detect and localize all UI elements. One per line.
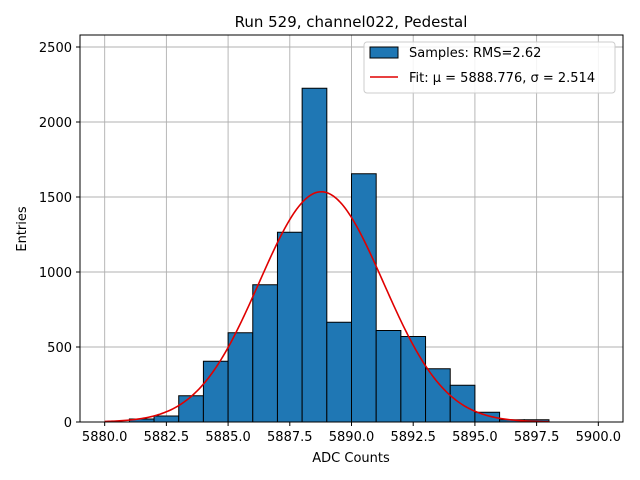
chart-title: Run 529, channel022, Pedestal [235, 13, 468, 31]
y-tick-label: 2000 [39, 116, 72, 131]
y-axis-label: Entries [15, 206, 30, 252]
fit-curve [104, 190, 549, 423]
x-tick-label: 5892.5 [390, 430, 436, 445]
x-tick-label: 5897.5 [514, 430, 560, 445]
histogram-bar [425, 368, 451, 423]
x-tick-label: 5900.0 [576, 430, 622, 445]
x-axis-label: ADC Counts [312, 451, 390, 466]
legend-samples-swatch [369, 46, 399, 59]
x-tick-label: 5880.0 [82, 430, 128, 445]
histogram-bars [128, 87, 550, 423]
histogram-bar [227, 332, 254, 423]
x-tick-label: 5887.5 [267, 430, 313, 445]
histogram-bar [153, 415, 180, 423]
y-tick-label: 0 [64, 416, 72, 431]
y-axis-ticks: 0 500 1000 1500 2000 2500 [39, 41, 80, 431]
y-tick-label: 500 [47, 341, 72, 356]
legend: Samples: RMS=2.62 Fit: μ = 5888.776, σ =… [363, 41, 616, 94]
y-tick-label: 1000 [39, 266, 72, 281]
x-tick-label: 5882.5 [144, 430, 190, 445]
x-tick-label: 5885.0 [205, 430, 251, 445]
y-tick-label: 2500 [39, 41, 72, 56]
histogram-bar [400, 336, 427, 423]
histogram-bar [375, 330, 402, 423]
histogram-bar [276, 231, 303, 423]
histogram-bar [351, 173, 377, 423]
histogram-bar [301, 87, 328, 423]
histogram-bar [326, 321, 352, 423]
legend-box [363, 41, 616, 94]
x-axis-ticks: 5880.0 5882.5 5885.0 5887.5 5890.0 5892.5 5895… [82, 422, 621, 445]
histogram-bar [252, 284, 278, 423]
histogram-bar [178, 395, 204, 423]
histogram-bar [449, 384, 476, 423]
x-tick-label: 5895.0 [452, 430, 498, 445]
x-tick-label: 5890.0 [329, 430, 375, 445]
legend-fit-label: Fit: μ = 5888.776, σ = 2.514 [409, 71, 595, 86]
y-tick-label: 1500 [39, 191, 72, 206]
histogram-bar [202, 360, 229, 423]
legend-samples-label: Samples: RMS=2.62 [409, 46, 541, 61]
